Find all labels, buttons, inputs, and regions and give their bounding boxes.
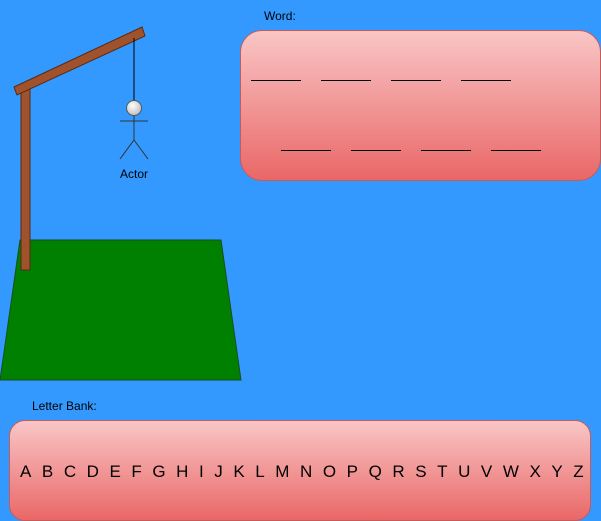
letter-l[interactable]: L [255,462,265,481]
letter-v[interactable]: V [480,462,493,481]
gallows-beam [13,26,146,96]
letter-t[interactable]: T [437,462,448,481]
letter-b[interactable]: B [41,462,54,481]
letter-n[interactable]: N [300,462,313,481]
letter-blank [491,150,541,151]
ground [0,239,242,381]
letter-z[interactable]: Z [573,462,584,481]
letter-u[interactable]: U [458,462,471,481]
letter-blank [281,150,331,151]
letter-k[interactable]: K [233,462,245,481]
letter-e[interactable]: E [109,462,121,481]
letter-a[interactable]: A [20,462,32,481]
word-blanks-row-1 [251,80,531,81]
actor-label: Actor [120,167,149,181]
actor-head [126,100,142,116]
word-blanks-row-2 [281,150,561,151]
letter-i[interactable]: I [199,462,204,481]
letter-c[interactable]: C [63,462,77,481]
letter-w[interactable]: W [502,462,519,481]
letter-m[interactable]: M [275,462,290,481]
letter-j[interactable]: J [214,462,223,481]
actor-right-leg [133,139,149,160]
word-panel [240,30,601,181]
letter-h[interactable]: H [176,462,189,481]
letter-y[interactable]: Y [551,462,563,481]
letter-x[interactable]: X [529,462,541,481]
letter-blank [391,80,441,81]
letter-q[interactable]: Q [368,462,382,481]
letter-blank [351,150,401,151]
letter-blank [421,150,471,151]
gallows-post [20,87,31,271]
letter-blank [321,80,371,81]
letter-g[interactable]: G [152,462,166,481]
letter-r[interactable]: R [392,462,405,481]
letter-f[interactable]: F [131,462,142,481]
letter-bank-label: Letter Bank: [32,399,97,413]
letter-s[interactable]: S [415,462,427,481]
word-label: Word: [264,9,296,23]
letter-d[interactable]: D [86,462,99,481]
actor-left-leg [119,139,135,160]
letter-o[interactable]: O [322,462,337,481]
letter-p[interactable]: P [346,462,359,481]
actor-figure [119,100,149,160]
letter-blank [251,80,301,81]
letter-blank [461,80,511,81]
